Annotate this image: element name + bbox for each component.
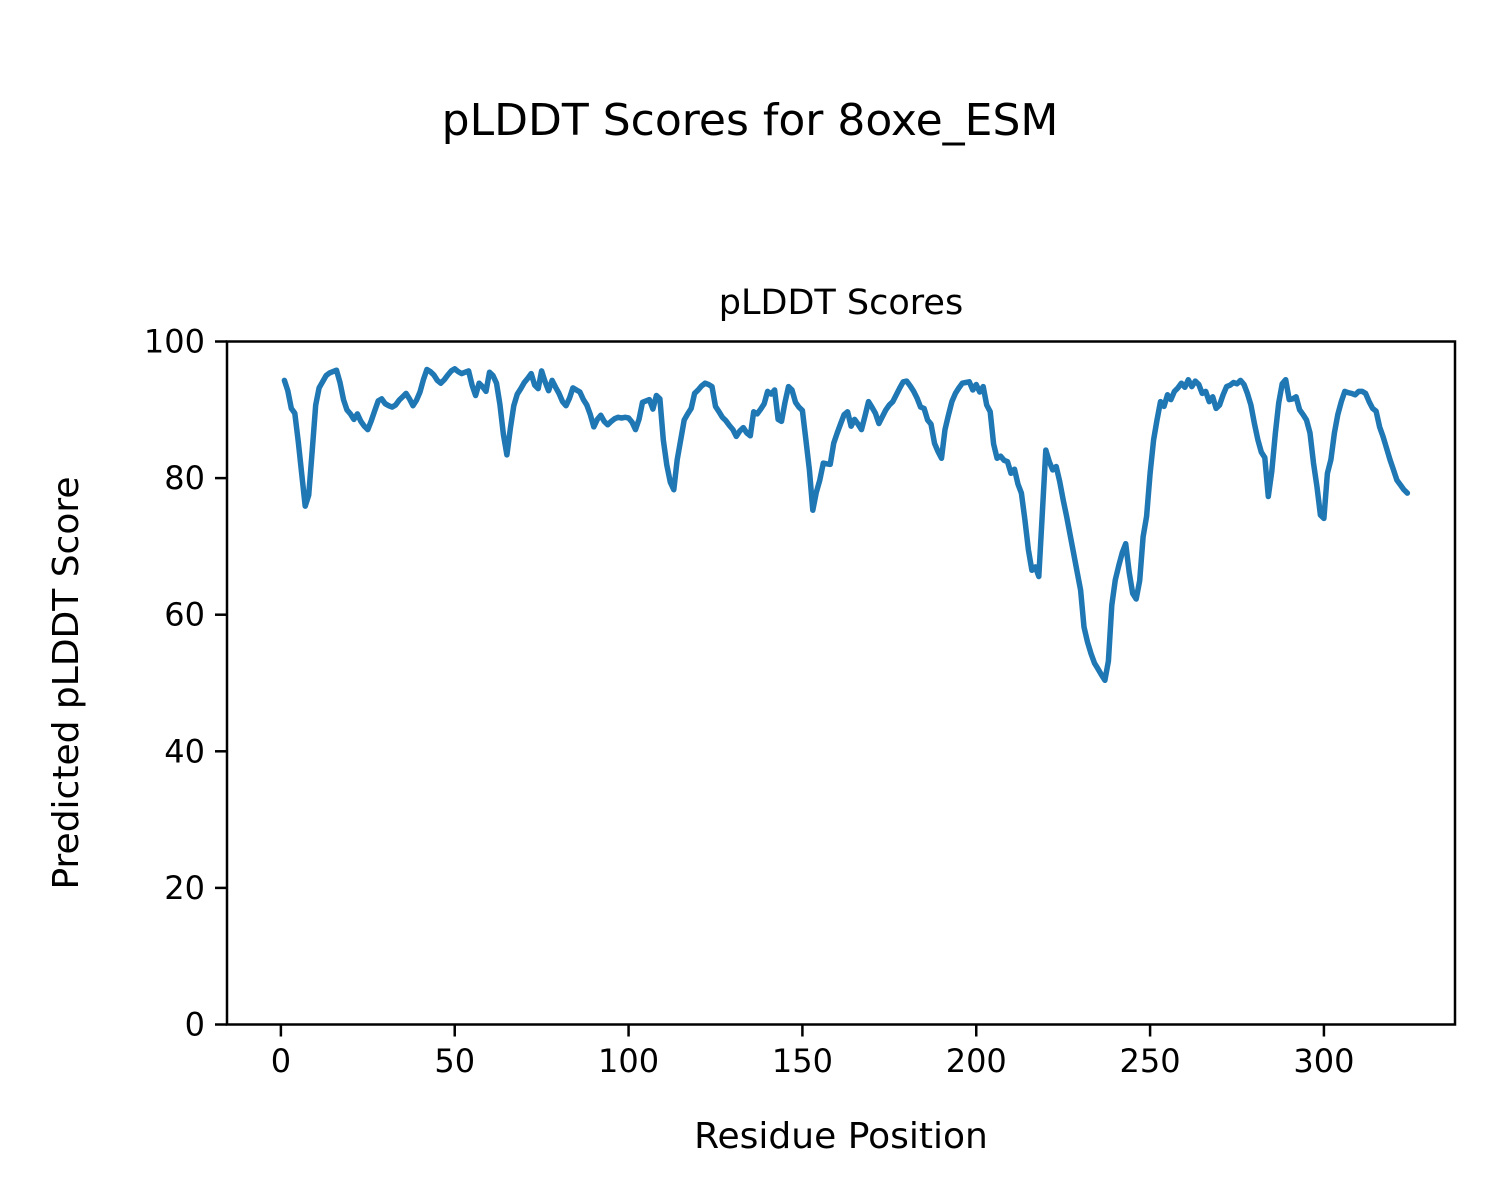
x-tick-label: 150 bbox=[772, 1042, 833, 1080]
y-tick-label: 20 bbox=[164, 869, 205, 907]
axes-title: pLDDT Scores bbox=[719, 283, 963, 323]
x-tick-label: 250 bbox=[1120, 1042, 1181, 1080]
x-tick-label: 200 bbox=[946, 1042, 1007, 1080]
x-tick-label: 300 bbox=[1293, 1042, 1354, 1080]
x-axis-label: Residue Position bbox=[694, 1116, 988, 1157]
figure-title: pLDDT Scores for 8oxe_ESM bbox=[442, 95, 1059, 146]
x-tick-label: 50 bbox=[434, 1042, 475, 1080]
x-tick-label: 0 bbox=[271, 1042, 291, 1080]
plot-frame bbox=[225, 340, 1457, 1026]
y-tick-label: 0 bbox=[185, 1006, 205, 1044]
y-tick-label: 100 bbox=[144, 323, 205, 361]
x-axis-ticks: 0 50 100 150 200 250 300 bbox=[271, 1024, 1354, 1080]
y-axis-ticks: 0 20 40 60 80 100 bbox=[144, 323, 227, 1044]
y-tick-label: 40 bbox=[164, 732, 205, 770]
y-tick-label: 60 bbox=[164, 596, 205, 634]
y-axis-label: Predicted pLDDT Score bbox=[46, 476, 87, 889]
x-tick-label: 100 bbox=[598, 1042, 659, 1080]
plddt-line bbox=[281, 366, 1411, 684]
y-tick-label: 80 bbox=[164, 459, 205, 497]
